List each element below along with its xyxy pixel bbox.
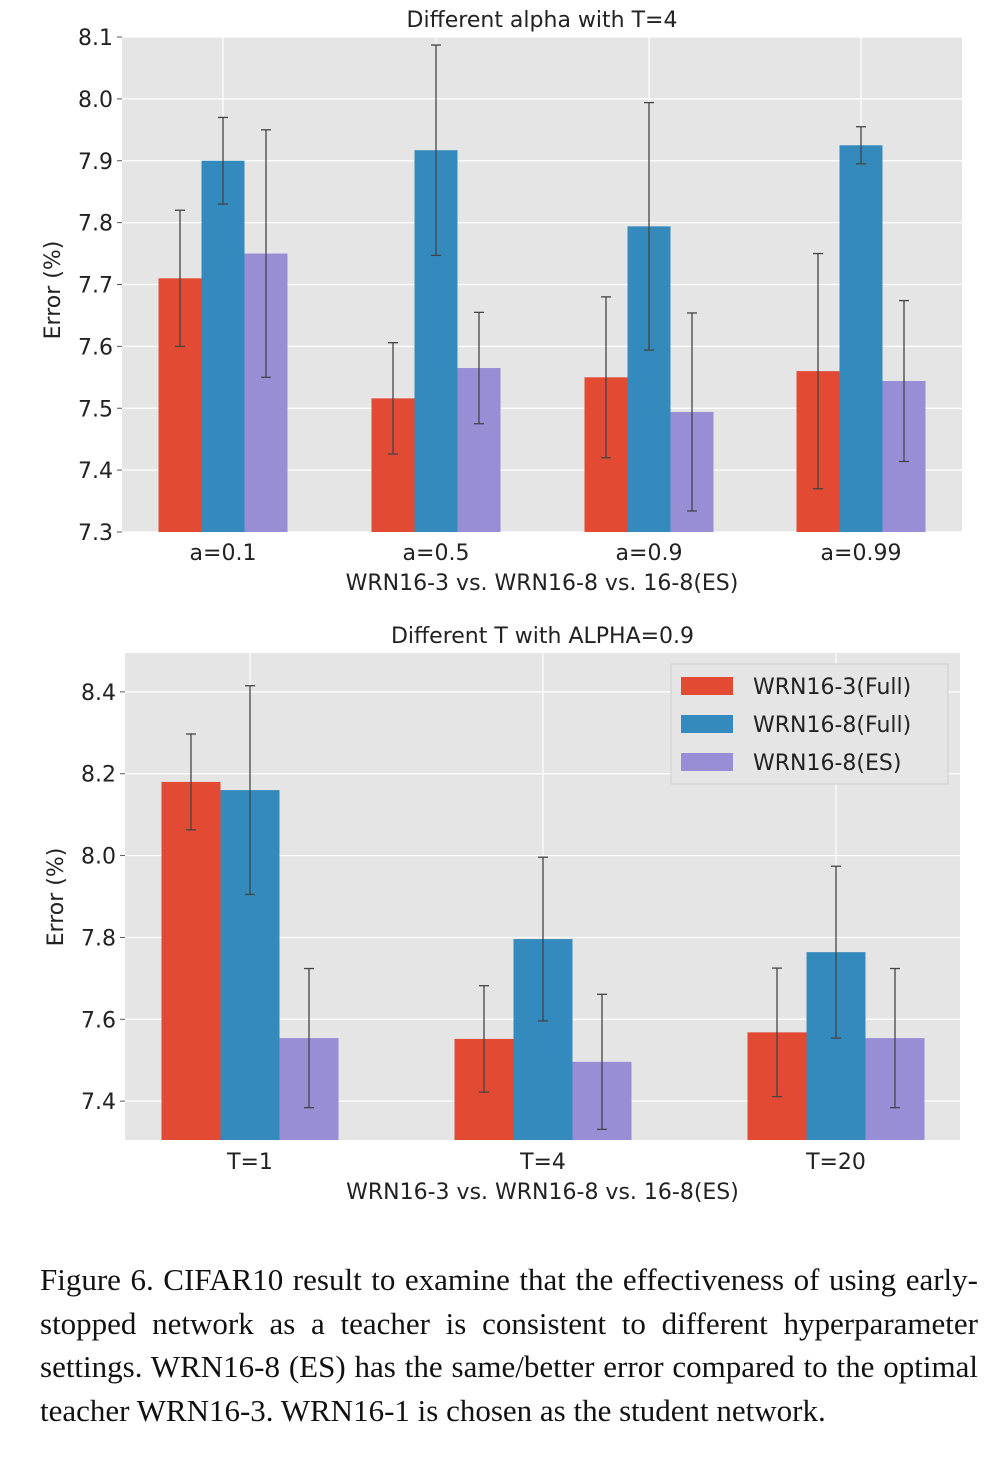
y-tick-label: 7.8 bbox=[78, 212, 113, 237]
chart-title: Different T with ALPHA=0.9 bbox=[391, 624, 694, 649]
y-tick-label: 7.8 bbox=[81, 926, 116, 951]
legend-label: WRN16-8(ES) bbox=[753, 751, 901, 776]
x-axis-label: WRN16-3 vs. WRN16-8 vs. 16-8(ES) bbox=[346, 1180, 739, 1205]
figure-caption: Figure 6. CIFAR10 result to examine that… bbox=[40, 1262, 978, 1428]
x-tick-label: T=20 bbox=[805, 1150, 866, 1175]
y-tick-label: 7.9 bbox=[78, 150, 113, 175]
legend-swatch bbox=[681, 715, 733, 733]
x-tick-label: T=4 bbox=[519, 1150, 566, 1175]
x-tick-label: a=0.9 bbox=[616, 541, 683, 566]
bar-wrn16-8-full- bbox=[839, 145, 883, 532]
y-tick-label: 7.4 bbox=[78, 459, 113, 484]
x-tick-label: a=0.99 bbox=[821, 541, 902, 566]
y-tick-label: 7.4 bbox=[81, 1090, 116, 1115]
y-tick-label: 7.3 bbox=[78, 521, 113, 546]
legend-swatch bbox=[681, 753, 733, 771]
y-tick-label: 8.2 bbox=[81, 763, 116, 788]
y-tick-label: 8.4 bbox=[81, 681, 116, 706]
figure: 7.3 7.4 7.5 7.6 7.7 7.8 7.9 8.0 8.1 a=0.1 a=0.5 a=0… bbox=[41, 8, 962, 1205]
y-axis-label: Error (%) bbox=[44, 848, 69, 947]
x-axis-label: WRN16-3 vs. WRN16-8 vs. 16-8(ES) bbox=[346, 571, 739, 596]
x-tick-label: a=0.1 bbox=[190, 541, 257, 566]
y-tick-label: 7.7 bbox=[78, 274, 113, 299]
bar-wrn16-3-full- bbox=[161, 781, 221, 1140]
y-tick-label: 7.6 bbox=[78, 335, 113, 360]
x-tick-label: a=0.5 bbox=[403, 541, 470, 566]
y-tick-label: 8.1 bbox=[78, 26, 113, 51]
y-tick-label: 8.0 bbox=[81, 845, 116, 870]
legend-label: WRN16-8(Full) bbox=[753, 713, 911, 738]
y-axis-label: Error (%) bbox=[41, 241, 66, 340]
legend-label: WRN16-3(Full) bbox=[753, 675, 911, 700]
legend-swatch bbox=[681, 677, 733, 695]
y-tick-label: 7.5 bbox=[78, 397, 113, 422]
y-tick-label: 8.0 bbox=[78, 88, 113, 113]
y-tick-label: 7.6 bbox=[81, 1008, 116, 1033]
bar-wrn16-8-full- bbox=[201, 160, 245, 532]
chart-title: Different alpha with T=4 bbox=[407, 8, 678, 33]
x-tick-label: T=1 bbox=[226, 1150, 273, 1175]
